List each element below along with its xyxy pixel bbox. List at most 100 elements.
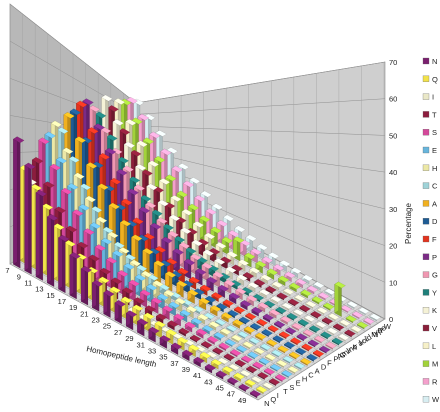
bar-C-49 (293, 361, 306, 370)
bar-N-37 (182, 349, 194, 362)
legend-label: D (432, 217, 438, 226)
bar-F-41 (267, 325, 280, 334)
legend-label: V (432, 324, 437, 333)
bar-T-29 (155, 313, 168, 325)
legend-label: R (432, 377, 438, 386)
bar-P-33 (228, 292, 241, 305)
x-tick-label: 7 (5, 266, 9, 275)
bar-S-25 (139, 289, 152, 308)
x-tick-label: 23 (91, 316, 99, 325)
x-tick-label: 27 (114, 328, 122, 337)
legend-swatch (422, 200, 430, 207)
y-tick-label: P (333, 354, 338, 363)
bar-S-41 (229, 349, 242, 358)
bar-A-49 (300, 357, 312, 366)
bar-S-31 (173, 313, 185, 327)
bar-K-35 (259, 288, 271, 299)
legend-swatch (422, 378, 430, 385)
bar-R-47 (351, 311, 364, 320)
bar-A-47 (288, 351, 301, 360)
y-tick-label: T (283, 387, 288, 396)
bar-H-41 (242, 341, 254, 350)
legend-label: F (432, 235, 437, 244)
z-tick-label: 60 (389, 95, 397, 104)
floor-gridline-y (9, 263, 259, 401)
bar-T-31 (167, 320, 179, 331)
bar-W-35 (290, 267, 303, 279)
bar-W-45 (346, 300, 359, 309)
bar-Y-43 (297, 319, 310, 328)
bar-F-37 (245, 312, 257, 321)
x-tick-label: 45 (215, 384, 223, 393)
bar-A-45 (277, 345, 290, 354)
bar-L-35 (271, 281, 284, 291)
bar-N-31 (148, 326, 160, 343)
legend-swatch (422, 75, 430, 82)
bar-L-49 (350, 325, 363, 334)
bar-I-49 (262, 382, 274, 391)
bar-K-41 (292, 308, 305, 317)
bar-Y-39 (275, 306, 287, 315)
z-tick-label: 30 (389, 205, 397, 214)
bar-G-37 (257, 302, 270, 313)
bar-R-45 (340, 304, 353, 314)
bar-H-33 (197, 313, 209, 325)
bar-Q-41 (211, 358, 223, 370)
y-tick-label: Q (270, 395, 276, 404)
bar-S-47 (263, 367, 276, 376)
bar-C-35 (215, 318, 227, 327)
bar-W-49 (369, 313, 381, 322)
bar-T-43 (234, 359, 247, 368)
y-tick-label: M (371, 330, 377, 339)
x-tick-label: 21 (80, 309, 88, 318)
x-tick-label: 29 (125, 334, 133, 343)
bar-F-49 (312, 349, 325, 358)
bar-G-41 (280, 315, 292, 325)
bar-W-27 (245, 234, 257, 254)
bar-H-39 (231, 334, 243, 344)
bar-T-35 (189, 334, 202, 343)
bar-S-39 (218, 342, 231, 352)
y-tick-label: L (365, 334, 369, 343)
bar-T-39 (212, 347, 224, 356)
bar-W-37 (301, 274, 314, 285)
legend-label: H (432, 164, 437, 173)
bar-D-49 (306, 353, 318, 362)
bar-N-15 (58, 234, 70, 294)
y-tick-label: S (289, 383, 294, 392)
bar-A-23 (153, 260, 166, 286)
bar-M-25 (221, 236, 234, 256)
bar-W-47 (358, 307, 370, 316)
bar-Q-37 (188, 344, 200, 358)
bar-A-35 (221, 312, 233, 323)
x-tick-label: 9 (17, 272, 21, 281)
bar-P-31 (217, 284, 230, 299)
bar-N-35 (170, 342, 183, 356)
bar-A-39 (243, 326, 256, 335)
bar-S-43 (241, 355, 253, 364)
bar-F-31 (211, 292, 223, 303)
bar-R-49 (363, 317, 375, 326)
legend-swatch (422, 271, 430, 278)
legend-label: C (432, 182, 438, 191)
legend-label: K (432, 306, 437, 315)
bar-E-35 (202, 325, 214, 335)
bar-T-41 (223, 353, 236, 362)
legend-swatch (422, 57, 430, 65)
bar-N-21 (91, 279, 104, 312)
bar-K-47 (326, 327, 339, 336)
y-tick-label: C (308, 371, 314, 380)
y-tick-label: F (327, 359, 332, 368)
bar-L-29 (237, 259, 250, 272)
bar-P-35 (240, 300, 252, 311)
legend-label: P (432, 253, 437, 262)
bar-N-39 (193, 356, 205, 368)
bar-E-25 (146, 283, 158, 304)
bar-D-39 (250, 322, 262, 331)
legend-swatch (422, 111, 430, 118)
legend-label: M (432, 360, 438, 369)
legend-swatch (422, 235, 430, 243)
x-tick-label: 19 (69, 303, 77, 312)
